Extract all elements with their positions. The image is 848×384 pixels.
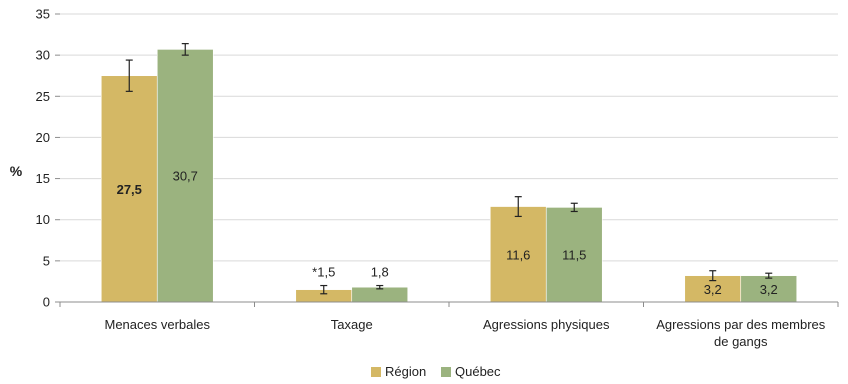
data-label: 11,6 <box>506 247 530 262</box>
data-label: 11,5 <box>562 248 586 263</box>
error-bar <box>765 272 773 279</box>
legend: Région Québec <box>371 364 501 379</box>
legend-label: Région <box>385 364 426 379</box>
data-label: 1,8 <box>371 265 389 280</box>
error-bar <box>320 284 328 295</box>
bars <box>100 49 798 303</box>
y-tick-label: 20 <box>36 130 50 145</box>
y-tick-label: 0 <box>43 295 50 310</box>
data-label: 30,7 <box>173 169 198 184</box>
data-label: 3,2 <box>704 282 722 297</box>
data-label: 3,2 <box>760 282 778 297</box>
legend-swatch <box>441 367 451 377</box>
y-tick-label: 30 <box>36 48 50 63</box>
bar-0-0 <box>100 75 158 303</box>
category-labels: Menaces verbales Taxage Agressions physiqu… <box>59 302 839 349</box>
error-bar <box>514 196 522 218</box>
legend-label: Québec <box>455 364 501 379</box>
data-label: 27,5 <box>117 182 142 197</box>
category-label: Agressions physiques <box>483 317 610 332</box>
y-tick-label: 15 <box>36 171 50 186</box>
error-bar <box>570 202 578 213</box>
data-label: *1,5 <box>312 265 335 280</box>
bar-1-0 <box>156 49 214 303</box>
error-bar <box>376 284 384 290</box>
y-axis-label: % <box>10 163 23 179</box>
bar-0-2 <box>489 206 547 303</box>
category-label: Taxage <box>331 317 373 332</box>
error-bar <box>709 270 717 282</box>
y-tick-label: 25 <box>36 89 50 104</box>
category-label: de gangs <box>714 334 768 349</box>
y-tick-label: 5 <box>43 253 50 268</box>
category-label: Agressions par des membres <box>656 317 826 332</box>
error-bars <box>125 43 773 295</box>
y-tick-label: 35 <box>36 7 50 22</box>
legend-swatch <box>371 367 381 377</box>
error-bar <box>181 43 189 56</box>
y-axis-ticks: 0 5 10 15 20 25 30 35 <box>36 7 60 310</box>
data-labels: 27,5 30,7 *1,5 1,8 11,6 11,5 3,2 3,2 <box>117 169 778 297</box>
y-tick-label: 10 <box>36 212 50 227</box>
error-bar <box>125 59 133 92</box>
category-label: Menaces verbales <box>105 317 211 332</box>
